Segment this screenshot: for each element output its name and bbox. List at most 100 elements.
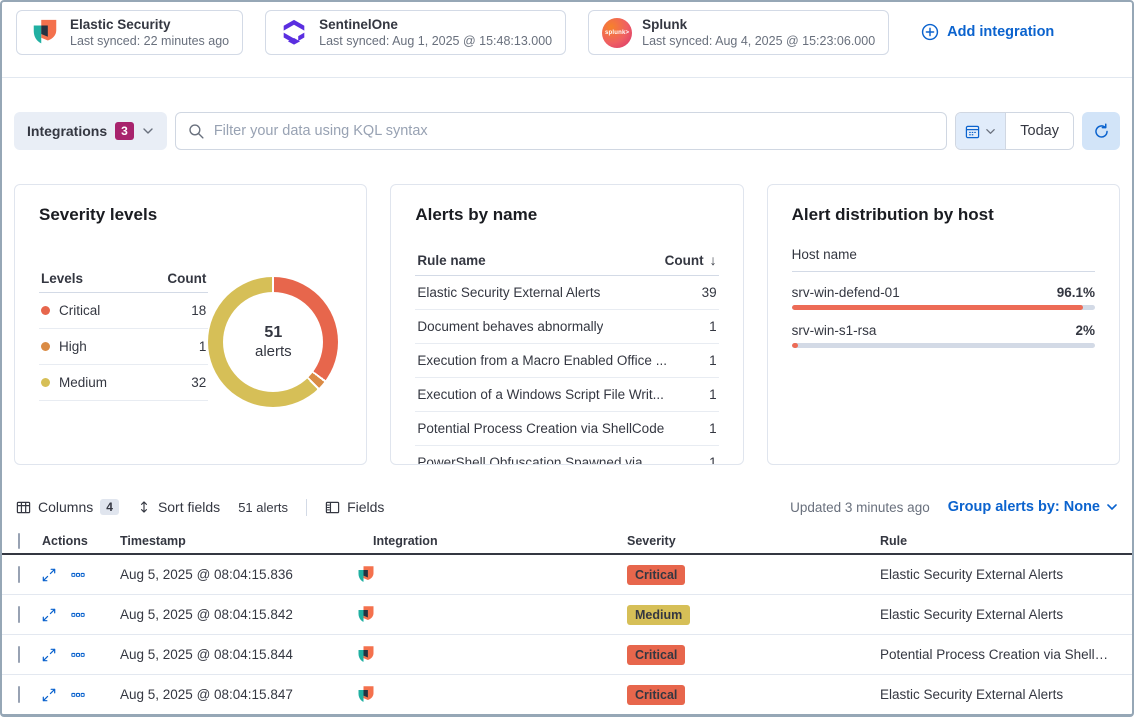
expand-alert-button[interactable] — [42, 608, 56, 622]
splunk-logo-text: splunk> — [605, 29, 630, 36]
date-picker-group: Today — [955, 112, 1074, 150]
boxes-horizontal-icon — [71, 572, 85, 577]
host-bar-row[interactable]: srv-win-defend-01 96.1% — [791, 285, 1095, 310]
severity-badge: Critical — [627, 684, 686, 705]
host-name: srv-win-s1-rsa — [791, 323, 877, 338]
sort-fields-button[interactable]: Sort fields — [137, 499, 220, 515]
summary-panels: Severity levels Levels Count Critical 18 — [14, 184, 1120, 465]
integrations-filter-label: Integrations — [27, 123, 108, 139]
col-count-sortable[interactable]: Count ↓ — [665, 252, 717, 268]
chevron-down-icon — [143, 128, 153, 134]
rule-count: 1 — [709, 319, 717, 334]
legend-row-medium[interactable]: Medium 32 — [39, 365, 209, 401]
col-severity: Severity — [627, 533, 676, 548]
rule-name: Potential Process Creation via ShellCode — [417, 421, 665, 436]
more-actions-button[interactable] — [71, 608, 85, 622]
alert-rule: Elastic Security External Alerts — [880, 687, 1064, 702]
integration-card-splunk[interactable]: splunk> Splunk Last synced: Aug 4, 2025 … — [588, 10, 890, 55]
host-bar-fill — [791, 343, 798, 348]
legend-label: Medium — [59, 375, 108, 390]
today-button[interactable]: Today — [1006, 113, 1073, 149]
alert-timestamp: Aug 5, 2025 @ 08:04:15.844 — [120, 647, 293, 662]
add-integration-button[interactable]: Add integration — [921, 23, 1054, 41]
kql-filter-input[interactable] — [213, 123, 935, 139]
row-checkbox[interactable] — [18, 686, 20, 703]
integration-card-elastic-security[interactable]: Elastic Security Last synced: 22 minutes… — [16, 10, 244, 55]
elastic-security-logo-icon — [358, 605, 374, 622]
kql-search-box — [174, 112, 948, 150]
expand-icon — [42, 608, 56, 621]
expand-icon — [42, 688, 56, 701]
table-row[interactable]: Execution from a Macro Enabled Office ..… — [415, 344, 719, 378]
columns-grid-icon — [16, 501, 31, 513]
high-dot-icon — [41, 342, 50, 351]
boxes-horizontal-icon — [71, 652, 85, 657]
severity-donut-chart[interactable]: 51 alerts — [208, 277, 339, 407]
row-checkbox[interactable] — [18, 606, 20, 623]
more-actions-button[interactable] — [71, 568, 85, 582]
row-checkbox[interactable] — [18, 646, 20, 663]
legend-row-critical[interactable]: Critical 18 — [39, 293, 209, 329]
severity-badge: Critical — [627, 564, 686, 585]
group-alerts-by-label: Group alerts by: None — [947, 499, 1100, 515]
alert-row[interactable]: Aug 5, 2025 @ 08:04:15.847 Critical Elas… — [2, 675, 1132, 714]
integration-name: SentinelOne — [319, 17, 398, 32]
table-row[interactable]: Execution of a Windows Script File Writ.… — [415, 378, 719, 412]
chevron-down-icon — [986, 128, 996, 134]
col-rule: Rule — [880, 533, 908, 548]
columns-count-badge: 4 — [100, 499, 119, 515]
expand-alert-button[interactable] — [42, 648, 56, 662]
select-all-checkbox[interactable] — [18, 532, 20, 549]
plus-circle-icon — [922, 23, 939, 41]
integration-last-synced: Last synced: Aug 1, 2025 @ 15:48:13.000 — [319, 34, 553, 48]
expand-alert-button[interactable] — [42, 568, 56, 582]
alert-row[interactable]: Aug 5, 2025 @ 08:04:15.836 Critical Elas… — [2, 555, 1132, 595]
severity-badge: Critical — [627, 644, 686, 665]
legend-label: Critical — [59, 303, 101, 318]
sort-fields-label: Sort fields — [157, 499, 221, 515]
alert-row[interactable]: Aug 5, 2025 @ 08:04:15.842 Medium Elasti… — [2, 595, 1132, 635]
columns-button[interactable]: Columns 4 — [16, 499, 119, 515]
alert-row[interactable]: Aug 5, 2025 @ 08:04:15.844 Critical Pote… — [2, 635, 1132, 675]
host-bar-track — [791, 305, 1095, 310]
severity-badge: Medium — [627, 604, 691, 625]
expand-alert-button[interactable] — [42, 688, 56, 702]
panel-title: Severity levels — [39, 205, 158, 224]
panel-title: Alert distribution by host — [791, 205, 994, 224]
elastic-security-logo-icon — [358, 645, 374, 662]
more-actions-button[interactable] — [71, 688, 85, 702]
integration-card-sentinelone[interactable]: SentinelOne Last synced: Aug 1, 2025 @ 1… — [265, 10, 567, 55]
alert-rule: Potential Process Creation via ShellCode — [880, 647, 1127, 662]
rule-name: Execution from a Macro Enabled Office ..… — [417, 353, 667, 368]
table-row[interactable]: Elastic Security External Alerts 39 — [415, 276, 719, 310]
integrations-filter-button[interactable]: Integrations 3 — [14, 112, 167, 150]
fields-button[interactable]: Fields — [325, 499, 384, 515]
legend-count: 18 — [191, 303, 207, 318]
row-checkbox[interactable] — [18, 566, 20, 583]
rule-count: 1 — [709, 353, 717, 368]
integrations-header: Elastic Security Last synced: 22 minutes… — [2, 2, 1132, 78]
refresh-icon — [1094, 123, 1108, 138]
rule-name: Document behaves abnormally — [417, 319, 604, 334]
alert-rule: Elastic Security External Alerts — [880, 567, 1064, 582]
alert-distribution-by-host-panel: Alert distribution by host Host name srv… — [766, 184, 1120, 465]
table-row-clipped[interactable]: PowerShell Obfuscation Spawned via ... 1 — [415, 446, 718, 465]
splunk-logo-icon: splunk> — [602, 17, 633, 48]
legend-row-high[interactable]: High 1 — [39, 329, 209, 365]
legend-col-levels: Levels — [41, 271, 84, 286]
alerts-table-header: Actions Timestamp Integration Severity R… — [2, 528, 1132, 555]
date-picker-calendar-button[interactable] — [956, 113, 1007, 149]
fields-label: Fields — [347, 499, 385, 515]
table-row[interactable]: Document behaves abnormally 1 — [415, 310, 719, 344]
rule-count: 1 — [709, 455, 717, 465]
host-bar-row[interactable]: srv-win-s1-rsa 2% — [791, 323, 1095, 348]
legend-label: High — [59, 339, 87, 354]
table-row[interactable]: Potential Process Creation via ShellCode… — [415, 412, 719, 446]
host-percent: 96.1% — [1056, 285, 1095, 300]
refresh-button[interactable] — [1082, 112, 1120, 150]
more-actions-button[interactable] — [71, 648, 85, 662]
col-actions: Actions — [42, 533, 88, 548]
group-alerts-by-button[interactable]: Group alerts by: None — [948, 499, 1118, 515]
updated-timestamp: Updated 3 minutes ago — [790, 499, 930, 515]
